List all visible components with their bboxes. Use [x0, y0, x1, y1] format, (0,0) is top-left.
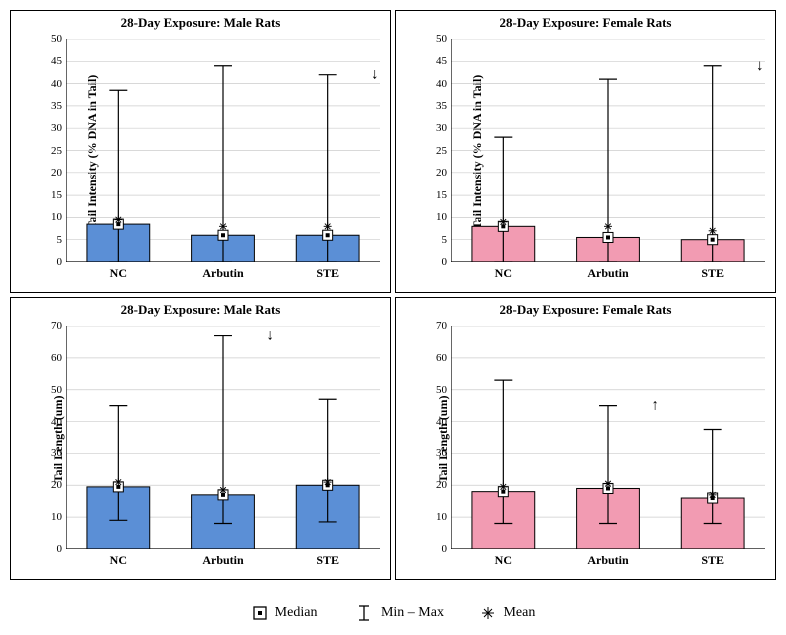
plot-area: 05101520253035404550NCArbutinSTE↓ [451, 39, 765, 262]
y-tick-label: 25 [436, 145, 451, 157]
plot-area: 010203040506070NCArbutinSTE↓ [66, 326, 380, 549]
panel-title: 28-Day Exposure: Male Rats [11, 15, 390, 31]
y-tick-label: 30 [436, 447, 451, 459]
y-tick-label: 40 [436, 416, 451, 428]
y-tick-label: 10 [51, 211, 66, 223]
figure-root: 28-Day Exposure: Male RatsTail Intensity… [0, 0, 786, 635]
y-tick-label: 35 [51, 100, 66, 112]
median-marker [708, 235, 718, 245]
legend-mean-label: Mean [503, 605, 535, 621]
chart-svg: ↓ [66, 326, 380, 549]
y-tick-label: 45 [51, 55, 66, 67]
mean-marker [604, 222, 612, 230]
arrow-down-icon: ↓ [371, 66, 378, 83]
panel-topleft: 28-Day Exposure: Male RatsTail Intensity… [10, 10, 391, 293]
legend-median-label: Median [275, 605, 318, 621]
arrow-down-icon: ↓ [266, 327, 273, 344]
y-tick-label: 0 [442, 256, 452, 268]
y-tick-label: 10 [436, 511, 451, 523]
y-tick-label: 50 [436, 33, 451, 45]
x-tick-label: NC [110, 262, 127, 281]
mean-marker [709, 227, 717, 235]
y-tick-label: 50 [51, 33, 66, 45]
x-tick-label: STE [701, 262, 724, 281]
median-marker [323, 230, 333, 240]
y-tick-label: 15 [436, 189, 451, 201]
legend-minmax: Min – Max [353, 604, 444, 622]
y-tick-label: 30 [51, 447, 66, 459]
y-tick-label: 10 [51, 511, 66, 523]
legend-mean: Mean [479, 604, 535, 622]
y-tick-label: 30 [436, 122, 451, 134]
legend-minmax-label: Min – Max [381, 605, 444, 621]
y-tick-label: 20 [436, 167, 451, 179]
chart-svg: ↓ [66, 39, 380, 262]
panel-title: 28-Day Exposure: Male Rats [11, 302, 390, 318]
y-tick-label: 20 [51, 167, 66, 179]
y-axis-label: Tail Length (um) [51, 395, 66, 482]
median-marker [218, 230, 228, 240]
y-tick-label: 5 [57, 234, 67, 246]
panel-title: 28-Day Exposure: Female Rats [396, 15, 775, 31]
y-tick-label: 0 [442, 543, 452, 555]
legend-median: Median [251, 604, 318, 622]
y-tick-label: 25 [51, 145, 66, 157]
x-tick-label: Arbutin [587, 549, 628, 568]
x-tick-label: Arbutin [587, 262, 628, 281]
y-tick-label: 70 [51, 320, 66, 332]
x-tick-label: STE [316, 549, 339, 568]
y-tick-label: 0 [57, 256, 67, 268]
arrow-up-icon: ↑ [651, 397, 658, 414]
mean-marker [324, 222, 332, 230]
x-tick-label: Arbutin [202, 549, 243, 568]
x-tick-label: STE [316, 262, 339, 281]
x-tick-label: NC [495, 549, 512, 568]
plot-area: 010203040506070NCArbutinSTE↑ [451, 326, 765, 549]
panel-topright: 28-Day Exposure: Female RatsTail Intensi… [395, 10, 776, 293]
y-tick-label: 30 [51, 122, 66, 134]
median-marker [603, 232, 613, 242]
chart-svg: ↑ [451, 326, 765, 549]
y-tick-label: 40 [436, 78, 451, 90]
arrow-down-icon: ↓ [756, 57, 763, 74]
x-tick-label: Arbutin [202, 262, 243, 281]
y-tick-label: 45 [436, 55, 451, 67]
y-tick-label: 5 [442, 234, 452, 246]
x-tick-label: NC [495, 262, 512, 281]
y-tick-label: 50 [436, 384, 451, 396]
y-tick-label: 20 [436, 479, 451, 491]
panel-bottomright: 28-Day Exposure: Female Rats Tail Length … [395, 297, 776, 580]
panel-bottomleft: 28-Day Exposure: Male Rats Tail Length (u… [10, 297, 391, 580]
y-tick-label: 0 [57, 543, 67, 555]
y-tick-label: 50 [51, 384, 66, 396]
y-tick-label: 40 [51, 78, 66, 90]
x-tick-label: NC [110, 549, 127, 568]
y-tick-label: 60 [51, 352, 66, 364]
panel-title: 28-Day Exposure: Female Rats [396, 302, 775, 318]
y-tick-label: 60 [436, 352, 451, 364]
plot-area: 05101520253035404550NCArbutinSTE↓ [66, 39, 380, 262]
minmax-marker-icon [353, 604, 375, 622]
y-tick-label: 20 [51, 479, 66, 491]
figure-legend: Median Min – Max Mean [0, 604, 786, 627]
x-tick-label: STE [701, 549, 724, 568]
median-marker-icon [251, 604, 269, 622]
y-tick-label: 40 [51, 416, 66, 428]
y-tick-label: 15 [51, 189, 66, 201]
panel-grid: 28-Day Exposure: Male RatsTail Intensity… [10, 10, 776, 580]
y-tick-label: 70 [436, 320, 451, 332]
mean-marker [219, 486, 227, 494]
chart-svg: ↓ [451, 39, 765, 262]
y-tick-label: 10 [436, 211, 451, 223]
mean-marker-icon [479, 604, 497, 622]
y-tick-label: 35 [436, 100, 451, 112]
y-axis-label: Tail Length (um) [436, 395, 451, 482]
mean-marker [219, 222, 227, 230]
mean-marker [114, 478, 122, 486]
